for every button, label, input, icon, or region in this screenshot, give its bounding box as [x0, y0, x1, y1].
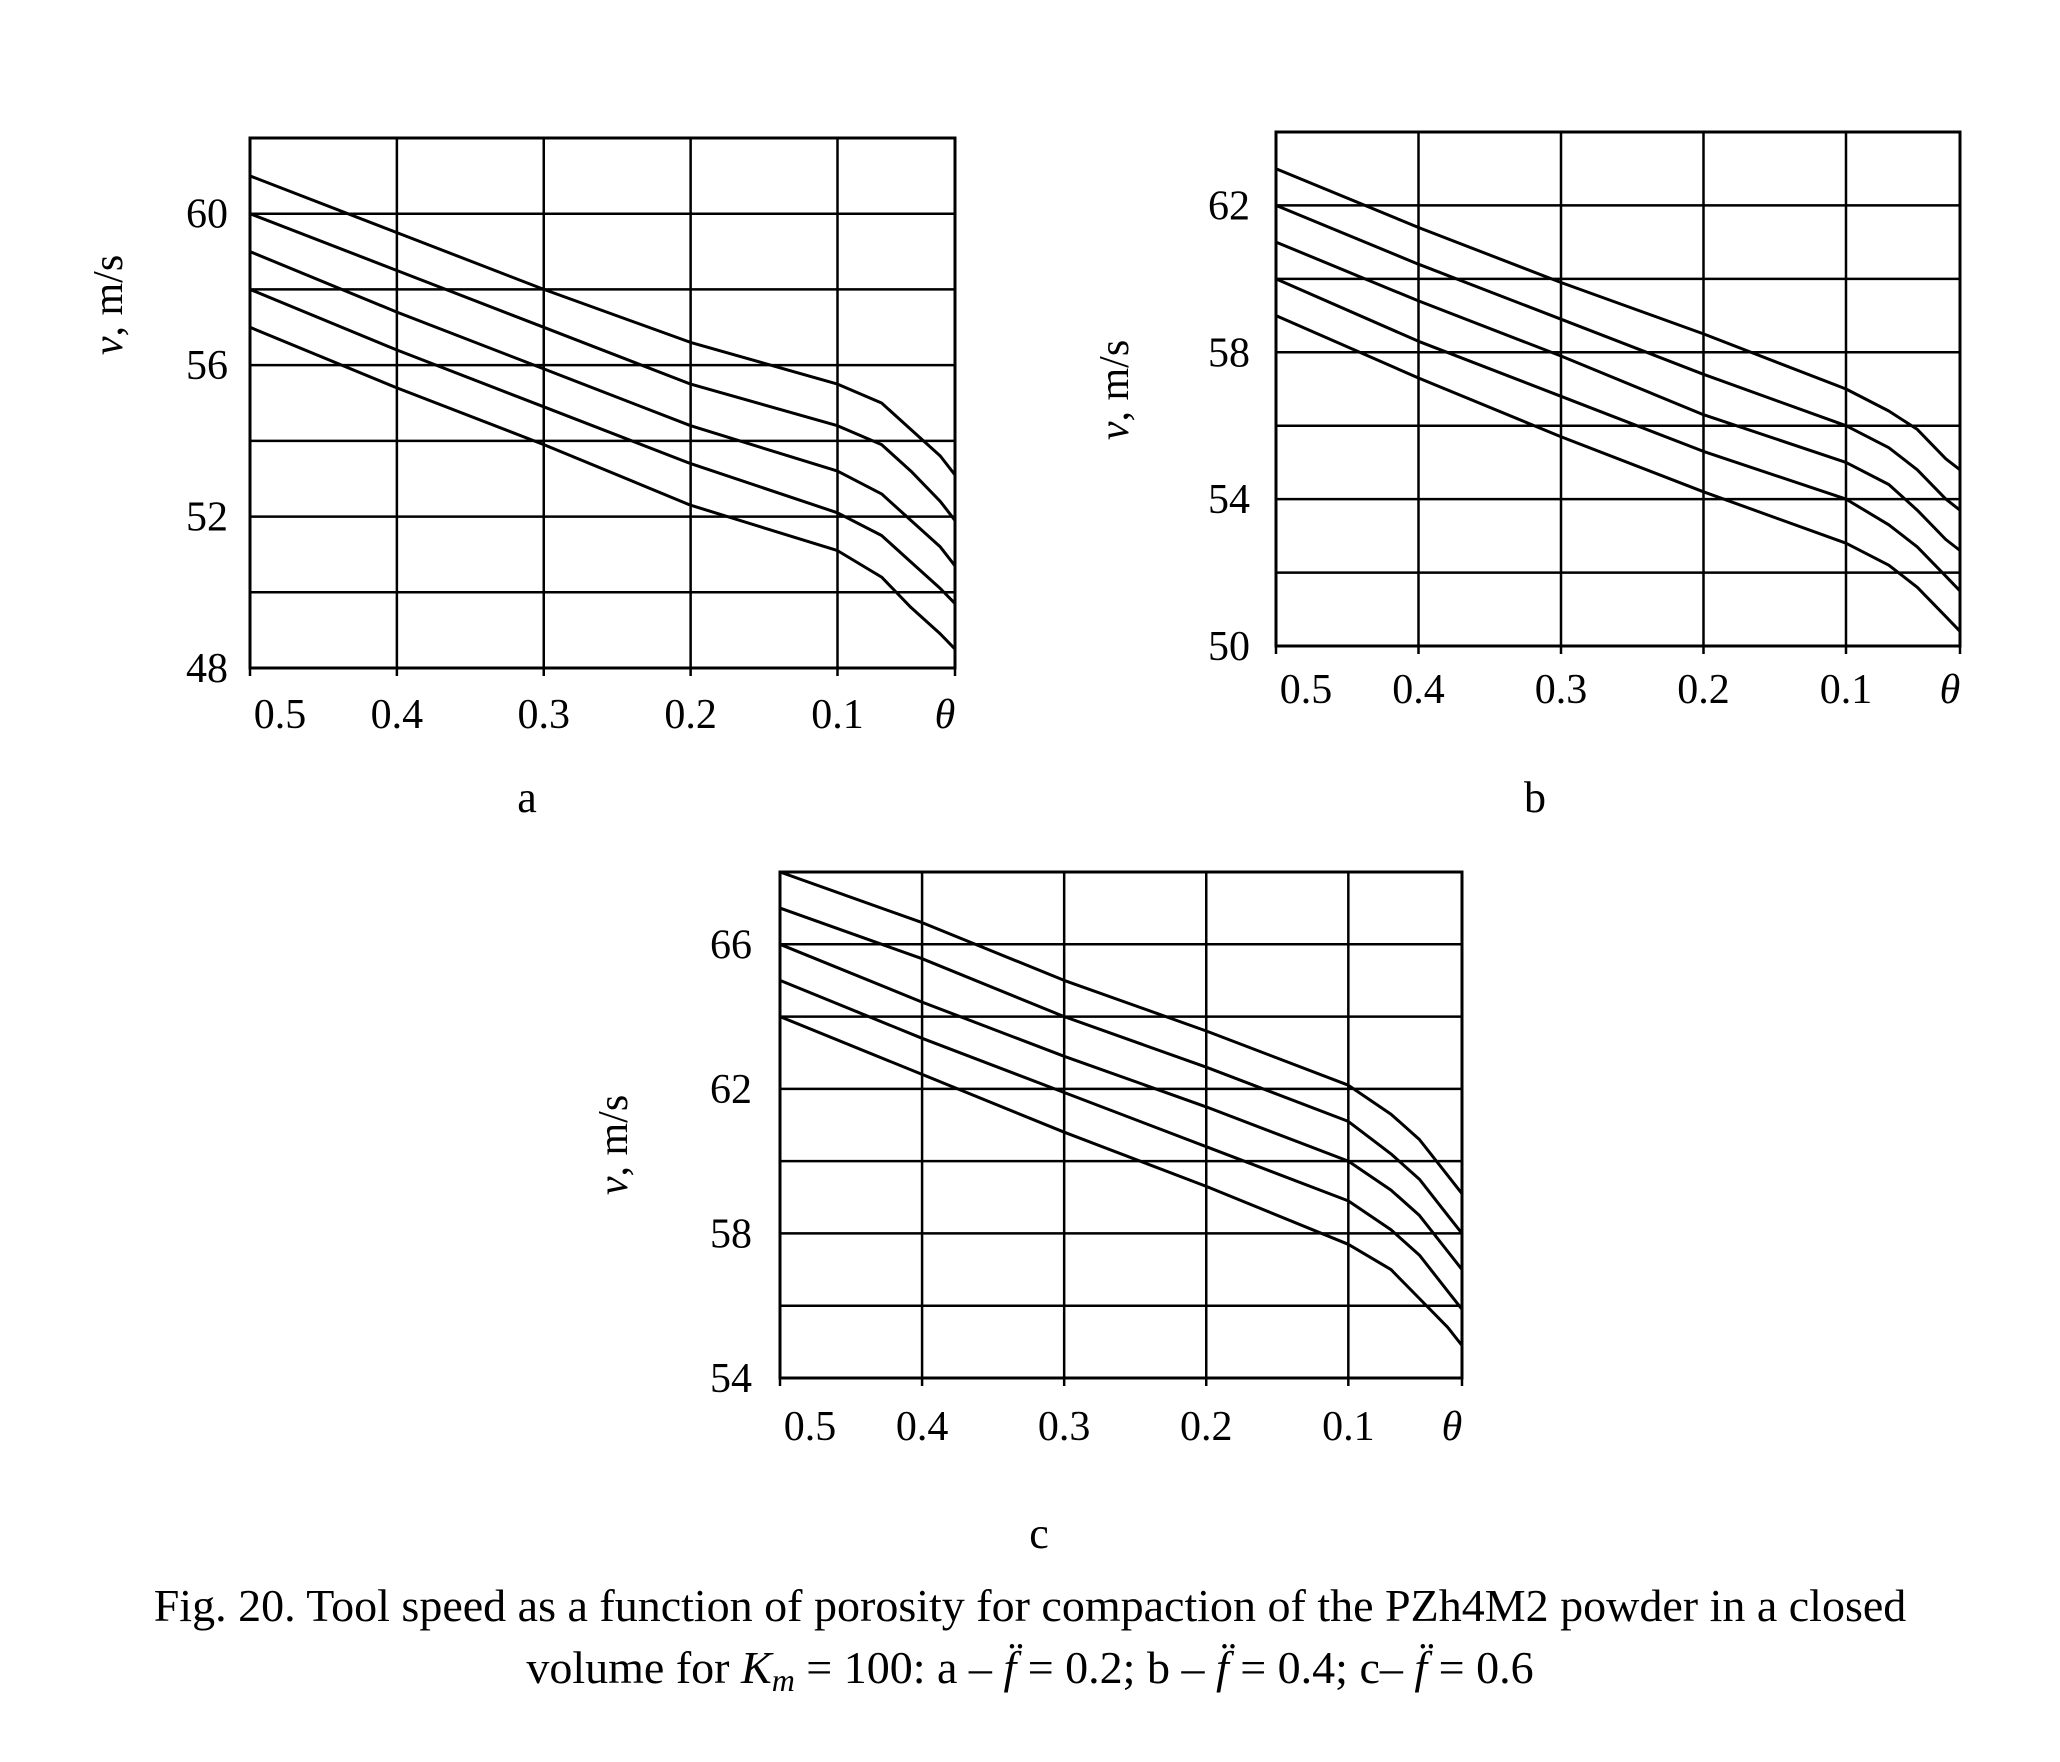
y-tick-label: 62: [710, 1067, 752, 1113]
series-line-3: [779, 942, 1464, 1271]
plot-frame: [248, 136, 957, 670]
series-line-5: [1275, 314, 1962, 633]
x-tick-label: 0.3: [1038, 1404, 1091, 1450]
series-line-1: [779, 870, 1464, 1195]
y-tick-label: 66: [710, 922, 752, 968]
series-line-2: [1275, 204, 1961, 512]
x-tick-label: 0.5: [784, 1404, 837, 1450]
x-tick-label: 0.4: [896, 1404, 949, 1450]
caption-text-2b: = 100: a –: [794, 1642, 1004, 1693]
panel-label: c: [1029, 1509, 1049, 1558]
x-tick-label: 0.5: [1280, 667, 1333, 713]
series-line-1: [249, 174, 957, 476]
panel-label: b: [1524, 773, 1546, 822]
x-tick-label: 0.2: [1180, 1404, 1233, 1450]
y-tick-label: 60: [186, 192, 228, 238]
panel-label: a: [517, 773, 537, 822]
plot-frame: [1274, 130, 1962, 648]
y-tick-label: 54: [710, 1356, 752, 1402]
series-line-2: [249, 212, 957, 522]
caption-f-symbol-c: f̈: [1414, 1642, 1428, 1693]
caption-text-2d: = 0.4; c–: [1228, 1642, 1415, 1693]
y-tick-label: 48: [186, 646, 228, 692]
figure-caption-line-2: volume for Km = 100: a – f̈ = 0.2; b – f…: [0, 1637, 2060, 1711]
x-tick-label: 0.2: [1677, 667, 1730, 713]
y-tick-label: 58: [1208, 330, 1250, 376]
y-axis-label: v, m/s: [86, 255, 132, 355]
y-axis-label: v, m/s: [1092, 340, 1138, 440]
x-tick-label: 0.3: [518, 692, 571, 738]
y-tick-label: 52: [186, 495, 228, 541]
series-line-2: [779, 906, 1464, 1235]
series-line-4: [1275, 277, 1962, 592]
y-tick-label: 62: [1208, 183, 1250, 229]
y-tick-label: 50: [1208, 624, 1250, 670]
x-tick-label: 0.4: [1392, 667, 1445, 713]
chart-panel-a: 0.5 0.4 0.3 0.2 0.1 θ 48 52 56 60 v, m/s a: [86, 136, 957, 822]
caption-f-symbol-a: f̈: [1003, 1642, 1017, 1693]
caption-f-symbol-b: f̈: [1215, 1642, 1229, 1693]
plot-frame: [778, 870, 1464, 1380]
x-axis-label: θ: [935, 692, 956, 738]
chart-panel-c: 0.5 0.4 0.3 0.2 0.1 θ 54 58 62 66 v, m/s c: [591, 870, 1464, 1558]
caption-k-subscript: m: [771, 1662, 795, 1698]
series-line-1: [1275, 167, 1961, 471]
x-tick-label: 0.2: [664, 692, 717, 738]
series-line-3: [1275, 240, 1961, 552]
y-axis-label: v, m/s: [591, 1095, 637, 1195]
x-tick-label: 0.1: [811, 692, 864, 738]
caption-k-symbol: K: [741, 1642, 772, 1693]
x-tick-label: 0.1: [1322, 1404, 1375, 1450]
series-line-4: [779, 979, 1464, 1311]
x-axis-label: θ: [1442, 1404, 1463, 1450]
series-line-5: [249, 325, 957, 651]
y-tick-label: 58: [710, 1211, 752, 1257]
caption-text-1: Fig. 20. Tool speed as a function of por…: [153, 1580, 1907, 1631]
series-line-4: [249, 288, 957, 605]
x-axis-label: θ: [1940, 667, 1961, 713]
caption-text-2a: volume for: [526, 1642, 741, 1693]
chart-panel-b: 0.5 0.4 0.3 0.2 0.1 θ 50 54 58 62 v, m/s b: [1092, 130, 1962, 822]
y-tick-label: 56: [186, 343, 228, 389]
figure-caption-line-1: Fig. 20. Tool speed as a function of por…: [0, 1575, 2060, 1637]
x-tick-label: 0.5: [254, 692, 307, 738]
y-tick-label: 54: [1208, 477, 1250, 523]
series-line-3: [249, 250, 957, 567]
x-tick-label: 0.3: [1535, 667, 1588, 713]
x-tick-label: 0.1: [1820, 667, 1873, 713]
caption-text-2c: = 0.2; b –: [1016, 1642, 1216, 1693]
caption-text-2e: = 0.6: [1427, 1642, 1534, 1693]
x-tick-label: 0.4: [371, 692, 424, 738]
series-line-5: [779, 1015, 1464, 1347]
